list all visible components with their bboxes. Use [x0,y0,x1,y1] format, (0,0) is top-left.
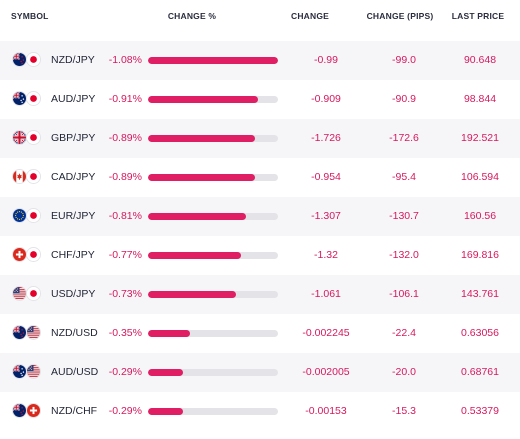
header-symbol[interactable]: SYMBOL [11,11,49,21]
change-pct-value: -0.89% [108,171,142,183]
change-pct-value: -0.29% [108,366,142,378]
ch-flag-icon [12,247,27,262]
currency-flags [12,169,42,185]
table-row[interactable]: NZD/USD -0.35% -0.002245 -22.4 0.63056 [0,314,520,353]
table-row[interactable]: AUD/JPY -0.91% -0.909 -90.9 98.844 [0,80,520,119]
table-row[interactable]: CAD/JPY -0.89% -0.954 -95.4 106.594 [0,158,520,197]
eu-flag-icon [12,208,27,223]
change-pct-bar-fill [148,252,241,259]
ca-flag-icon [12,169,27,184]
change-pct-bar [148,252,278,259]
table-row[interactable]: EUR/JPY -0.81% -1.307 -130.7 160.56 [0,197,520,236]
currency-flags [12,325,42,341]
currency-flags [12,208,42,224]
change-pct-bar [148,213,278,220]
symbol-link[interactable]: NZD/USD [51,327,98,339]
change-pct-value: -0.89% [108,132,142,144]
us-flag-icon [12,286,27,301]
change-pct-value: -0.91% [108,93,142,105]
change-pct-bar-fill [148,369,183,376]
symbol-link[interactable]: EUR/JPY [51,210,96,222]
change-pct-value: -0.35% [108,327,142,339]
jp-flag-icon [26,247,41,262]
currency-flags [12,364,42,380]
symbol-link[interactable]: NZD/CHF [51,405,98,417]
currency-flags [12,286,42,302]
symbol-link[interactable]: USD/JPY [51,288,96,300]
change-pct-bar-fill [148,135,256,142]
symbol-link[interactable]: CAD/JPY [51,171,96,183]
forex-movers-table: SYMBOL CHANGE % CHANGE CHANGE (PIPS) LAS… [0,0,520,418]
change-pct-value: -0.73% [108,288,142,300]
currency-flags [12,247,42,263]
symbol-link[interactable]: AUD/JPY [51,93,96,105]
symbol-link[interactable]: GBP/JPY [51,132,96,144]
nz-flag-icon [12,52,27,67]
symbol-link[interactable]: NZD/JPY [51,54,95,66]
au-flag-icon [12,364,27,379]
us-flag-icon [26,364,41,379]
table-row[interactable]: USD/JPY -0.73% -1.061 -106.1 143.761 [0,275,520,314]
change-pct-bar [148,135,278,142]
table-header: SYMBOL CHANGE % CHANGE CHANGE (PIPS) LAS… [11,11,505,21]
ch-flag-icon [26,403,41,418]
change-pct-bar [148,330,278,337]
jp-flag-icon [26,52,41,67]
change-pct-bar [148,408,278,415]
change-pct-bar-fill [148,174,256,181]
table-row[interactable]: GBP/JPY -0.89% -1.726 -172.6 192.521 [0,119,520,158]
change-pct-value: -0.77% [108,249,142,261]
table-row[interactable]: AUD/USD -0.29% -0.002005 -20.0 0.68761 [0,353,520,392]
change-pct-bar [148,174,278,181]
change-pct-bar-fill [148,291,236,298]
change-pct-value: -1.08% [108,54,142,66]
change-pct-bar [148,291,278,298]
change-pct-bar-fill [148,57,278,64]
change-pct-bar-fill [148,408,183,415]
change-pct-bar-fill [148,96,258,103]
jp-flag-icon [26,91,41,106]
nz-flag-icon [12,403,27,418]
symbol-link[interactable]: AUD/USD [51,366,99,378]
change-pct-bar [148,57,278,64]
us-flag-icon [26,325,41,340]
currency-flags [12,130,42,146]
change-pct-bar-fill [148,213,246,220]
au-flag-icon [12,91,27,106]
symbol-link[interactable]: CHF/JPY [51,249,95,261]
jp-flag-icon [26,169,41,184]
jp-flag-icon [26,130,41,145]
gb-flag-icon [12,130,27,145]
change-pct-value: -0.81% [108,210,142,222]
table-row[interactable]: NZD/JPY -1.08% -0.99 -99.0 90.648 [0,41,520,80]
currency-flags [12,91,42,107]
jp-flag-icon [26,286,41,301]
change-pct-bar [148,369,278,376]
currency-flags [12,52,42,68]
jp-flag-icon [26,208,41,223]
change-pct-bar [148,96,278,103]
nz-flag-icon [12,325,27,340]
currency-flags [12,403,42,419]
table-row[interactable]: CHF/JPY -0.77% -1.32 -132.0 169.816 [0,236,520,275]
change-pct-value: -0.29% [108,405,142,417]
change-pct-bar-fill [148,330,191,337]
table-row[interactable]: NZD/CHF -0.29% -0.00153 -15.3 0.53379 [0,392,520,431]
